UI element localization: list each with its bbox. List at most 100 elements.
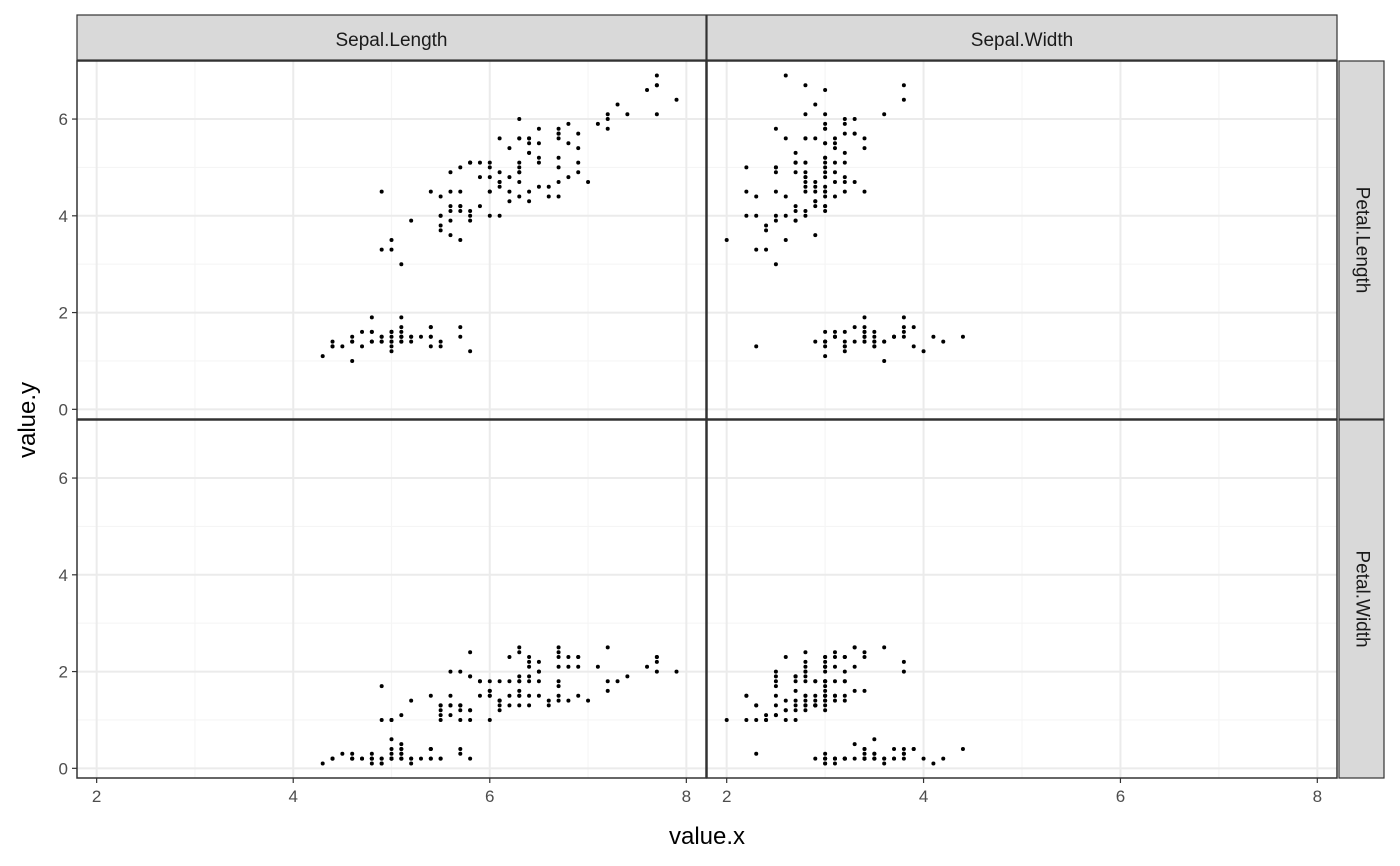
data-point bbox=[527, 659, 532, 664]
data-point bbox=[468, 756, 473, 761]
data-point bbox=[892, 756, 897, 761]
data-point bbox=[842, 344, 847, 349]
data-point bbox=[803, 213, 808, 218]
data-point bbox=[832, 334, 837, 339]
data-point bbox=[448, 669, 453, 674]
data-point bbox=[773, 713, 778, 718]
data-point bbox=[823, 669, 828, 674]
data-point bbox=[724, 238, 729, 242]
data-point bbox=[852, 664, 857, 669]
data-point bbox=[744, 693, 749, 698]
data-point bbox=[803, 659, 808, 664]
data-point bbox=[517, 645, 522, 650]
data-point bbox=[852, 742, 857, 747]
data-point bbox=[813, 339, 818, 344]
data-point bbox=[862, 146, 867, 151]
data-point bbox=[823, 751, 828, 756]
data-point bbox=[517, 160, 522, 165]
data-point bbox=[458, 669, 463, 674]
data-point bbox=[773, 165, 778, 170]
data-point bbox=[438, 703, 443, 708]
data-point bbox=[527, 136, 532, 141]
data-point bbox=[842, 121, 847, 126]
data-point bbox=[901, 325, 906, 330]
data-point bbox=[595, 121, 600, 126]
panel-border bbox=[76, 60, 707, 420]
data-point bbox=[852, 339, 857, 344]
data-point bbox=[852, 756, 857, 761]
y-tick-label: 4 bbox=[59, 566, 68, 585]
data-point bbox=[517, 679, 522, 684]
data-point bbox=[793, 679, 798, 684]
data-point bbox=[428, 325, 433, 330]
data-point bbox=[862, 688, 867, 693]
data-point bbox=[556, 693, 561, 698]
data-point bbox=[842, 150, 847, 155]
data-point bbox=[458, 708, 463, 713]
data-point bbox=[546, 703, 551, 708]
data-point bbox=[872, 334, 877, 339]
data-point bbox=[882, 761, 887, 766]
data-point bbox=[862, 655, 867, 660]
data-point bbox=[497, 213, 502, 218]
data-point bbox=[438, 708, 443, 713]
data-point bbox=[793, 150, 798, 155]
data-point bbox=[487, 679, 492, 684]
data-point bbox=[941, 339, 946, 344]
data-point bbox=[556, 645, 561, 650]
data-point bbox=[389, 717, 394, 722]
data-point bbox=[931, 334, 936, 339]
row-strip-background bbox=[1338, 419, 1385, 779]
data-point bbox=[458, 717, 463, 722]
data-point bbox=[832, 194, 837, 199]
data-point bbox=[803, 189, 808, 194]
col-strip-sepal-length: Sepal.Length bbox=[76, 14, 707, 61]
data-point bbox=[517, 703, 522, 708]
y-tick-label: 2 bbox=[59, 304, 68, 323]
data-point bbox=[330, 344, 335, 349]
data-point bbox=[379, 247, 384, 252]
data-point bbox=[842, 189, 847, 194]
data-point bbox=[566, 175, 571, 180]
data-point bbox=[754, 344, 759, 349]
data-point bbox=[389, 751, 394, 756]
x-tick-label: 4 bbox=[919, 787, 928, 806]
data-point bbox=[399, 315, 404, 320]
panel-border bbox=[706, 419, 1338, 779]
data-point bbox=[872, 756, 877, 761]
data-point bbox=[546, 194, 551, 199]
data-point bbox=[901, 659, 906, 664]
data-point bbox=[823, 121, 828, 126]
data-point bbox=[654, 73, 659, 78]
data-point bbox=[527, 655, 532, 660]
data-point bbox=[389, 737, 394, 742]
data-point bbox=[823, 88, 828, 93]
data-point bbox=[477, 204, 482, 209]
data-point bbox=[862, 751, 867, 756]
data-point bbox=[823, 679, 828, 684]
data-point bbox=[517, 170, 522, 175]
data-point bbox=[350, 334, 355, 339]
data-point bbox=[842, 179, 847, 184]
data-point bbox=[823, 189, 828, 194]
data-point bbox=[803, 179, 808, 184]
data-point bbox=[803, 160, 808, 165]
data-point bbox=[448, 218, 453, 223]
data-point bbox=[615, 102, 620, 107]
data-point bbox=[783, 136, 788, 141]
data-point bbox=[497, 184, 502, 189]
data-point bbox=[468, 213, 473, 218]
data-point bbox=[645, 664, 650, 669]
col-strip-label: Sepal.Width bbox=[971, 30, 1073, 51]
data-point bbox=[595, 664, 600, 669]
data-point bbox=[497, 698, 502, 703]
data-point bbox=[832, 655, 837, 660]
data-point bbox=[832, 650, 837, 655]
data-point bbox=[842, 669, 847, 674]
data-point bbox=[803, 669, 808, 674]
data-point bbox=[556, 684, 561, 689]
data-point bbox=[773, 703, 778, 708]
data-point bbox=[901, 329, 906, 334]
data-point bbox=[536, 693, 541, 698]
